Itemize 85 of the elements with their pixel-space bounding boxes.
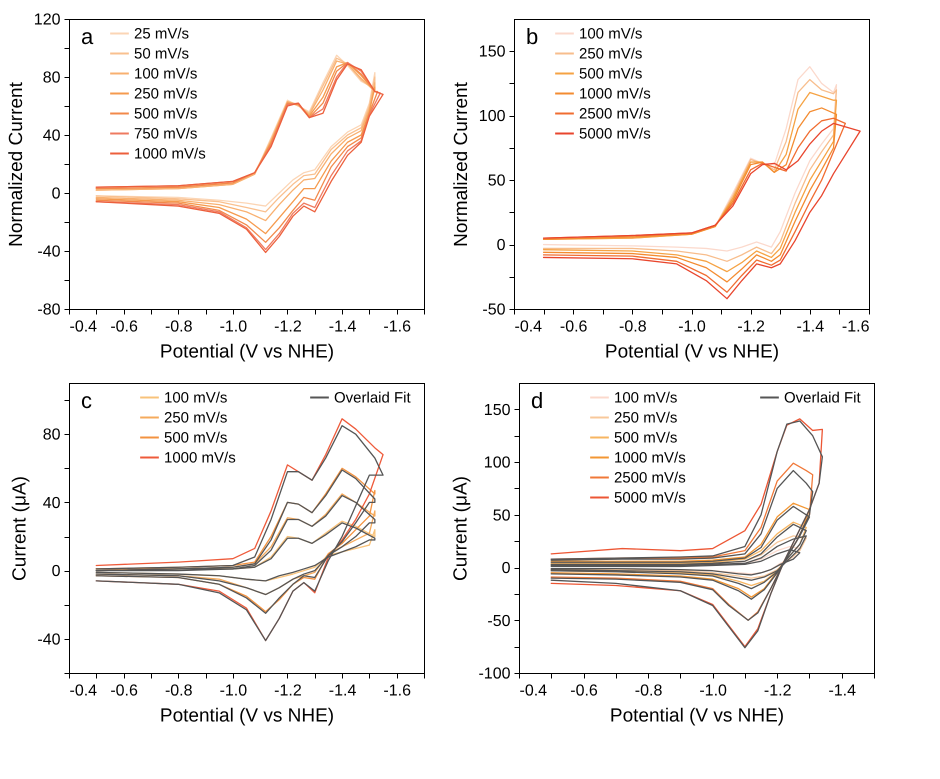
y-tick-label: 50: [488, 172, 506, 190]
x-tick-label: -1.0: [699, 682, 728, 700]
y-tick-label: -40: [37, 631, 61, 648]
y-axis-title: Current (μA): [450, 476, 472, 581]
legend-label: 2500 mV/s: [579, 106, 651, 122]
legend-label: 500 mV/s: [134, 106, 198, 122]
y-tick-label: 80: [42, 70, 61, 86]
x-tick-label: -0.4: [70, 318, 98, 336]
x-axis-title: Potential (V vs NHE): [160, 342, 334, 362]
legend-label: 250 mV/s: [579, 46, 642, 62]
annotation: c: [81, 388, 92, 413]
legend-label: 5000 mV/s: [614, 490, 686, 506]
y-tick-label: 0: [496, 237, 506, 254]
x-tick-label: -1.4: [328, 682, 356, 700]
y-tick-label: 40: [42, 128, 61, 144]
x-tick-label: -0.8: [634, 682, 662, 700]
x-axis-title: Potential (V vs NHE): [610, 706, 784, 726]
annotation: d: [531, 388, 544, 413]
legend-label: 100 mV/s: [164, 390, 228, 406]
x-axis-title: Potential (V vs NHE): [160, 706, 334, 726]
x-tick-label: -1.2: [274, 318, 302, 336]
legend-label: 250 mV/s: [164, 410, 228, 426]
x-tick-label: -1.2: [274, 682, 302, 700]
legend-label: 100 mV/s: [134, 66, 198, 82]
legend-label: Overlaid Fit: [334, 390, 412, 406]
y-tick-label: 80: [42, 426, 61, 444]
legend-label: 500 mV/s: [164, 430, 228, 446]
legend-label: 1000 mV/s: [579, 86, 651, 102]
y-tick-label: -80: [37, 302, 61, 318]
x-tick-label: -1.0: [220, 318, 248, 336]
annotation: a: [81, 24, 94, 49]
legend-label: 750 mV/s: [134, 126, 198, 142]
legend-label: 100 mV/s: [614, 390, 678, 406]
y-tick-label: -100: [478, 666, 511, 682]
y-tick-label: 0: [502, 560, 511, 578]
x-tick-label: -0.6: [110, 682, 138, 700]
x-tick-label: -0.6: [570, 682, 598, 700]
y-axis-title: Current (μA): [9, 476, 30, 581]
x-tick-label: -0.4: [70, 682, 98, 700]
y-tick-label: -50: [487, 612, 511, 630]
y-tick-label: 40: [42, 494, 61, 512]
legend-label: 1000 mV/s: [164, 450, 236, 466]
y-axis-title: Normalized Current: [450, 81, 472, 247]
legend-label: Overlaid Fit: [784, 390, 862, 406]
legend-label: 250 mV/s: [614, 410, 678, 426]
x-tick-label: -1.2: [737, 318, 766, 336]
x-axis-title: Potential (V vs NHE): [604, 342, 780, 362]
y-tick-label: 120: [34, 12, 61, 28]
y-tick-label: 50: [492, 507, 511, 524]
y-tick-label: 0: [52, 563, 61, 580]
x-tick-label: -0.6: [110, 318, 138, 336]
x-tick-label: -0.4: [520, 682, 548, 700]
x-tick-label: -1.6: [842, 318, 870, 336]
x-tick-label: -1.4: [828, 682, 856, 700]
x-tick-label: -0.8: [164, 682, 193, 700]
legend-label: 100 mV/s: [579, 26, 642, 42]
y-tick-label: 150: [484, 402, 511, 419]
legend-label: 50 mV/s: [134, 46, 190, 62]
legend-label: 2500 mV/s: [614, 470, 686, 486]
legend-label: 25 mV/s: [134, 26, 190, 42]
x-tick-label: -1.4: [796, 318, 824, 336]
legend-label: 250 mV/s: [134, 86, 198, 102]
y-tick-label: 150: [478, 44, 506, 61]
x-tick-label: -0.8: [164, 318, 193, 336]
x-tick-label: -0.4: [514, 318, 542, 336]
y-axis-title: Normalized Current: [6, 81, 27, 247]
y-tick-label: 0: [52, 186, 61, 202]
legend-label: 1000 mV/s: [134, 146, 206, 162]
y-tick-label: -40: [37, 244, 61, 260]
legend-label: 1000 mV/s: [614, 450, 686, 466]
x-tick-label: -1.6: [383, 318, 412, 336]
x-tick-label: -1.4: [328, 318, 356, 336]
x-tick-label: -1.0: [220, 682, 248, 700]
legend-label: 5000 mV/s: [579, 126, 651, 142]
y-tick-label: 100: [478, 108, 506, 126]
legend-label: 500 mV/s: [614, 430, 678, 446]
x-tick-label: -1.0: [678, 318, 706, 336]
legend-label: 500 mV/s: [579, 66, 642, 82]
x-tick-label: -1.2: [764, 682, 792, 700]
x-tick-label: -1.6: [383, 682, 412, 700]
y-tick-label: 100: [484, 454, 511, 472]
x-tick-label: -0.8: [619, 318, 647, 336]
x-tick-label: -0.6: [560, 318, 588, 336]
y-tick-label: -50: [482, 302, 506, 318]
annotation: b: [526, 24, 538, 49]
